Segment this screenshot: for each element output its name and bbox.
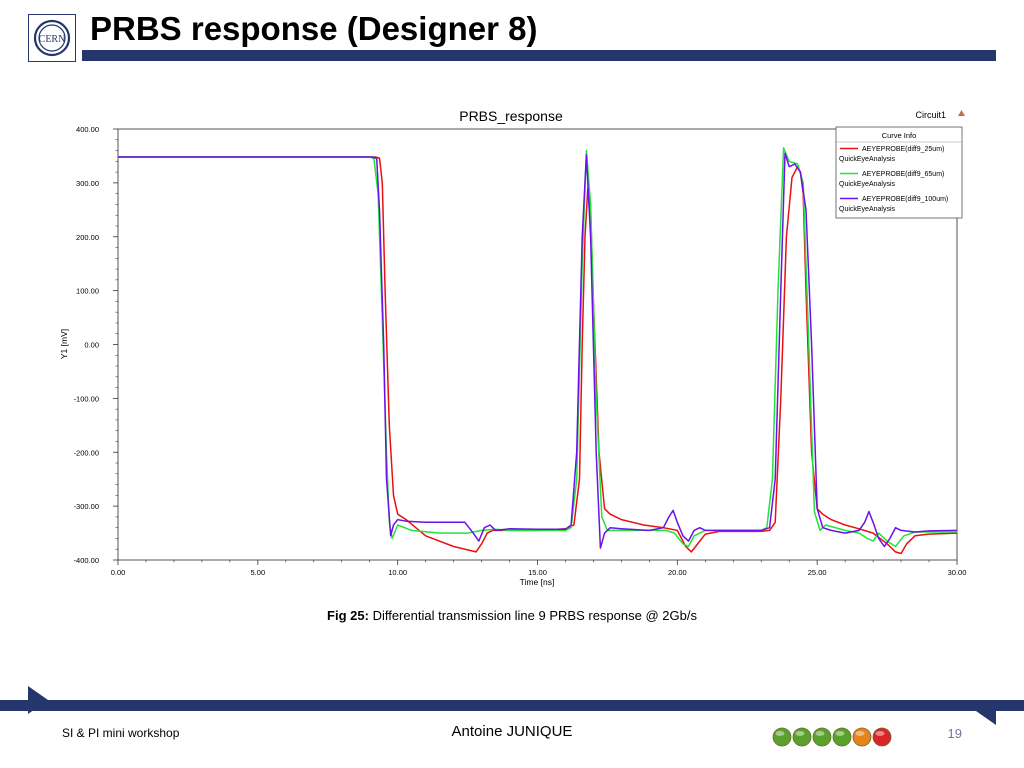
legend-series-name: AEYEPROBE(diff9_100um) xyxy=(862,196,948,203)
x-tick-label: 20.00 xyxy=(668,568,687,577)
status-dot xyxy=(772,727,792,747)
status-dots xyxy=(772,727,892,747)
y-tick-label: -200.00 xyxy=(74,448,99,457)
x-tick-label: 10.00 xyxy=(388,568,407,577)
y-tick-label: -400.00 xyxy=(74,556,99,565)
footer-workshop: SI & PI mini workshop xyxy=(62,726,180,740)
legend-series-name: AEYEPROBE(diff9_25um) xyxy=(862,146,944,153)
x-tick-label: 15.00 xyxy=(528,568,547,577)
chart-title: PRBS_response xyxy=(459,108,563,124)
y-tick-label: -100.00 xyxy=(74,394,99,403)
status-dot-highlight xyxy=(795,731,805,736)
title-rule xyxy=(82,50,996,61)
status-dot-highlight xyxy=(875,731,885,736)
prbs-chart: PRBS_response Circuit1 400.00 300.00 200.0… xyxy=(59,108,967,587)
y-tick-label: -300.00 xyxy=(74,502,99,511)
y-tick-label: 100.00 xyxy=(76,287,99,296)
x-tick-label: 5.00 xyxy=(251,568,266,577)
collapse-arrow-icon[interactable] xyxy=(958,110,965,116)
legend-series-sub: QuickEyeAnalysis xyxy=(839,156,896,163)
legend-title: Curve Info xyxy=(882,131,917,140)
status-dot xyxy=(792,727,812,747)
caption-label: Fig 25: xyxy=(327,608,369,623)
y-tick-label: 300.00 xyxy=(76,179,99,188)
legend: Curve Info AEYEPROBE(diff9_25um) QuickEye… xyxy=(835,126,963,219)
status-dot xyxy=(872,727,892,747)
series-line-1 xyxy=(118,156,958,555)
status-dot-highlight xyxy=(815,731,825,736)
legend-series-sub: QuickEyeAnalysis xyxy=(839,206,896,213)
status-dot xyxy=(852,727,872,747)
figure-caption: Fig 25: Differential transmission line 9… xyxy=(0,608,1024,623)
status-dot xyxy=(832,727,852,747)
legend-series-name: AEYEPROBE(diff9_65um) xyxy=(862,171,944,178)
status-dot-highlight xyxy=(835,731,845,736)
svg-text:CERN: CERN xyxy=(39,34,66,45)
cern-logo: CERN xyxy=(28,14,76,62)
y-tick-label: 400.00 xyxy=(76,125,99,134)
x-tick-label: 25.00 xyxy=(808,568,827,577)
status-dot-highlight xyxy=(855,731,865,736)
chart-subtitle: Circuit1 xyxy=(915,110,946,120)
series-line-3 xyxy=(118,152,958,549)
y-tick-label: 0.00 xyxy=(84,341,99,350)
series-line-2 xyxy=(118,147,957,548)
y-axis-label: Y1 [mV] xyxy=(59,329,69,359)
page-number: 19 xyxy=(947,726,962,741)
caption-text: Differential transmission line 9 PRBS re… xyxy=(368,608,697,623)
status-dot xyxy=(812,727,832,747)
y-tick-label: 200.00 xyxy=(76,233,99,242)
x-axis-label: Time [ns] xyxy=(520,577,555,587)
status-dot-highlight xyxy=(775,731,785,736)
x-tick-label: 0.00 xyxy=(111,568,126,577)
footer-author: Antoine JUNIQUE xyxy=(451,723,573,740)
slide-title: PRBS response (Designer 8) xyxy=(90,10,538,47)
legend-series-sub: QuickEyeAnalysis xyxy=(839,181,896,188)
x-tick-label: 30.00 xyxy=(948,568,967,577)
